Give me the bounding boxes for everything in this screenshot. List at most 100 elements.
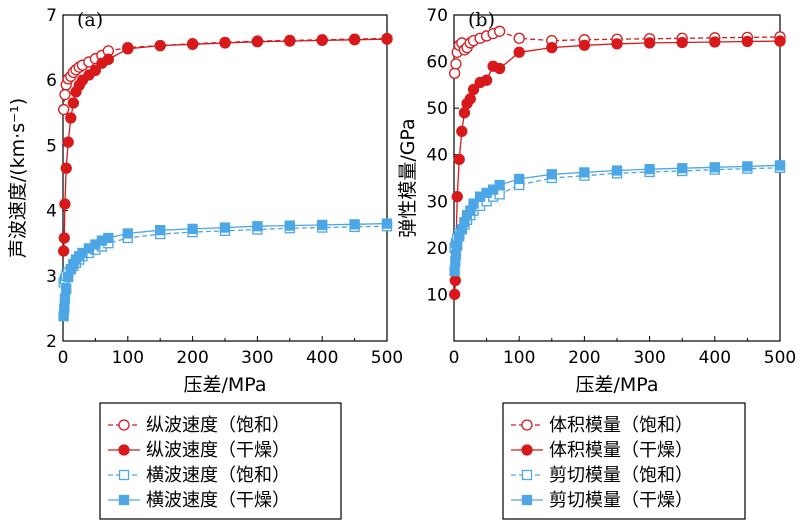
- y-tick-label: 4: [46, 202, 57, 222]
- data-point: [381, 33, 393, 45]
- series-line: [454, 167, 781, 249]
- data-point: [493, 25, 506, 37]
- y-tick-label: 60: [426, 53, 448, 73]
- y-tick-label: 5: [46, 136, 57, 156]
- x-tick-label: 200: [568, 348, 600, 368]
- data-point: [59, 88, 71, 101]
- x-tick-label: 300: [241, 348, 273, 368]
- legend-item-1: 体积模量（饱和）: [511, 415, 693, 436]
- y-tick-label: 40: [426, 146, 448, 166]
- series-2: [449, 35, 786, 301]
- data-point: [57, 245, 70, 257]
- y-axis-label: 声波速度/(km·s⁻¹): [7, 98, 29, 258]
- legend-item-2: 体积模量（干燥）: [511, 440, 693, 461]
- x-tick-label: 200: [176, 348, 208, 368]
- data-point: [468, 198, 479, 209]
- data-point: [102, 53, 115, 65]
- data-point: [742, 161, 753, 172]
- data-point: [774, 160, 786, 171]
- x-tick-label: 500: [764, 348, 796, 368]
- y-tick-label: 70: [426, 6, 448, 26]
- data-point: [579, 167, 590, 178]
- panel-label: (a): [77, 9, 103, 31]
- legend-box: [502, 402, 746, 520]
- legend-label: 体积模量（饱和）: [549, 415, 693, 436]
- legend-item-3: 剪切模量（饱和）: [511, 465, 693, 486]
- data-point: [317, 219, 328, 231]
- y-tick-label: 10: [426, 285, 448, 305]
- legend-label: 横波速度（干燥）: [146, 490, 290, 511]
- y-tick-label: 50: [426, 99, 448, 119]
- data-point: [450, 249, 462, 260]
- data-point: [186, 38, 199, 50]
- data-point: [643, 37, 656, 49]
- data-point: [449, 274, 461, 287]
- data-point: [154, 39, 166, 52]
- data-point: [677, 163, 688, 174]
- legend-swatch-marker: [521, 494, 533, 506]
- data-point: [513, 46, 525, 58]
- data-point: [60, 162, 72, 174]
- data-point: [155, 225, 166, 236]
- data-point: [58, 232, 70, 244]
- series-2: [57, 33, 393, 257]
- data-point: [451, 190, 463, 203]
- x-axis-label: 压差/MPa: [575, 374, 658, 396]
- data-point: [65, 112, 77, 124]
- data-point: [464, 93, 476, 105]
- x-tick-label: 400: [699, 348, 731, 368]
- data-point: [219, 222, 231, 233]
- data-point: [709, 36, 721, 48]
- data-point: [449, 265, 460, 277]
- data-point: [59, 198, 71, 210]
- y-tick-label: 7: [46, 6, 57, 26]
- data-point: [284, 220, 295, 231]
- series-4: [58, 218, 393, 322]
- data-point: [103, 232, 114, 244]
- data-point: [480, 74, 493, 86]
- legend-label: 横波速度（饱和）: [146, 465, 290, 486]
- legend-item-2: 纵波速度（干燥）: [108, 440, 290, 461]
- legend: 体积模量（饱和） 体积模量（干燥） 剪切模量（饱和） 剪切模量（干燥）: [502, 402, 746, 520]
- legend-item-1: 纵波速度（饱和）: [108, 415, 290, 436]
- y-tick-label: 2: [46, 332, 57, 352]
- legend-label: 纵波速度（饱和）: [146, 415, 290, 436]
- chart-panel-1: 0 100 200 300 400 500 2 3 4 5 6 7 压差/MPa 声波速度/(km·s⁻¹…: [7, 6, 403, 520]
- data-point: [122, 43, 134, 55]
- data-point: [467, 83, 480, 96]
- legend-label: 体积模量（干燥）: [549, 440, 693, 461]
- data-point: [458, 107, 471, 119]
- legend-swatch-marker: [118, 419, 130, 431]
- legend-item-3: 横波速度（饱和）: [108, 465, 290, 486]
- data-point: [219, 37, 231, 49]
- data-point: [741, 35, 754, 48]
- y-axis-label: 弹性模量/GPa: [397, 118, 419, 237]
- panel-label: (b): [468, 9, 495, 31]
- legend: 纵波速度（饱和） 纵波速度（干燥） 横波速度（饱和） 横波速度（干燥）: [99, 402, 342, 520]
- legend-item-4: 横波速度（干燥）: [108, 490, 290, 511]
- data-point: [644, 164, 655, 175]
- data-point: [348, 34, 361, 46]
- data-point: [456, 125, 468, 138]
- data-point: [611, 38, 623, 50]
- x-axis-label: 压差/MPa: [183, 374, 266, 396]
- data-point: [61, 283, 72, 294]
- data-point: [284, 35, 296, 47]
- data-point: [513, 32, 525, 44]
- y-tick-label: 20: [426, 239, 448, 259]
- x-tick-label: 300: [633, 348, 665, 368]
- y-tick-label: 6: [46, 71, 57, 91]
- data-point: [709, 162, 720, 173]
- legend-item-4: 剪切模量（干燥）: [511, 490, 693, 511]
- legend-swatch-marker: [118, 469, 130, 481]
- data-point: [59, 293, 71, 304]
- data-point: [89, 64, 102, 77]
- data-point: [450, 58, 462, 70]
- legend-label: 纵波速度（干燥）: [146, 440, 290, 461]
- legend-swatch-marker: [521, 469, 533, 481]
- data-point: [494, 179, 505, 191]
- data-point: [452, 240, 463, 251]
- series-line: [62, 38, 388, 252]
- legend-swatch-marker: [118, 444, 130, 456]
